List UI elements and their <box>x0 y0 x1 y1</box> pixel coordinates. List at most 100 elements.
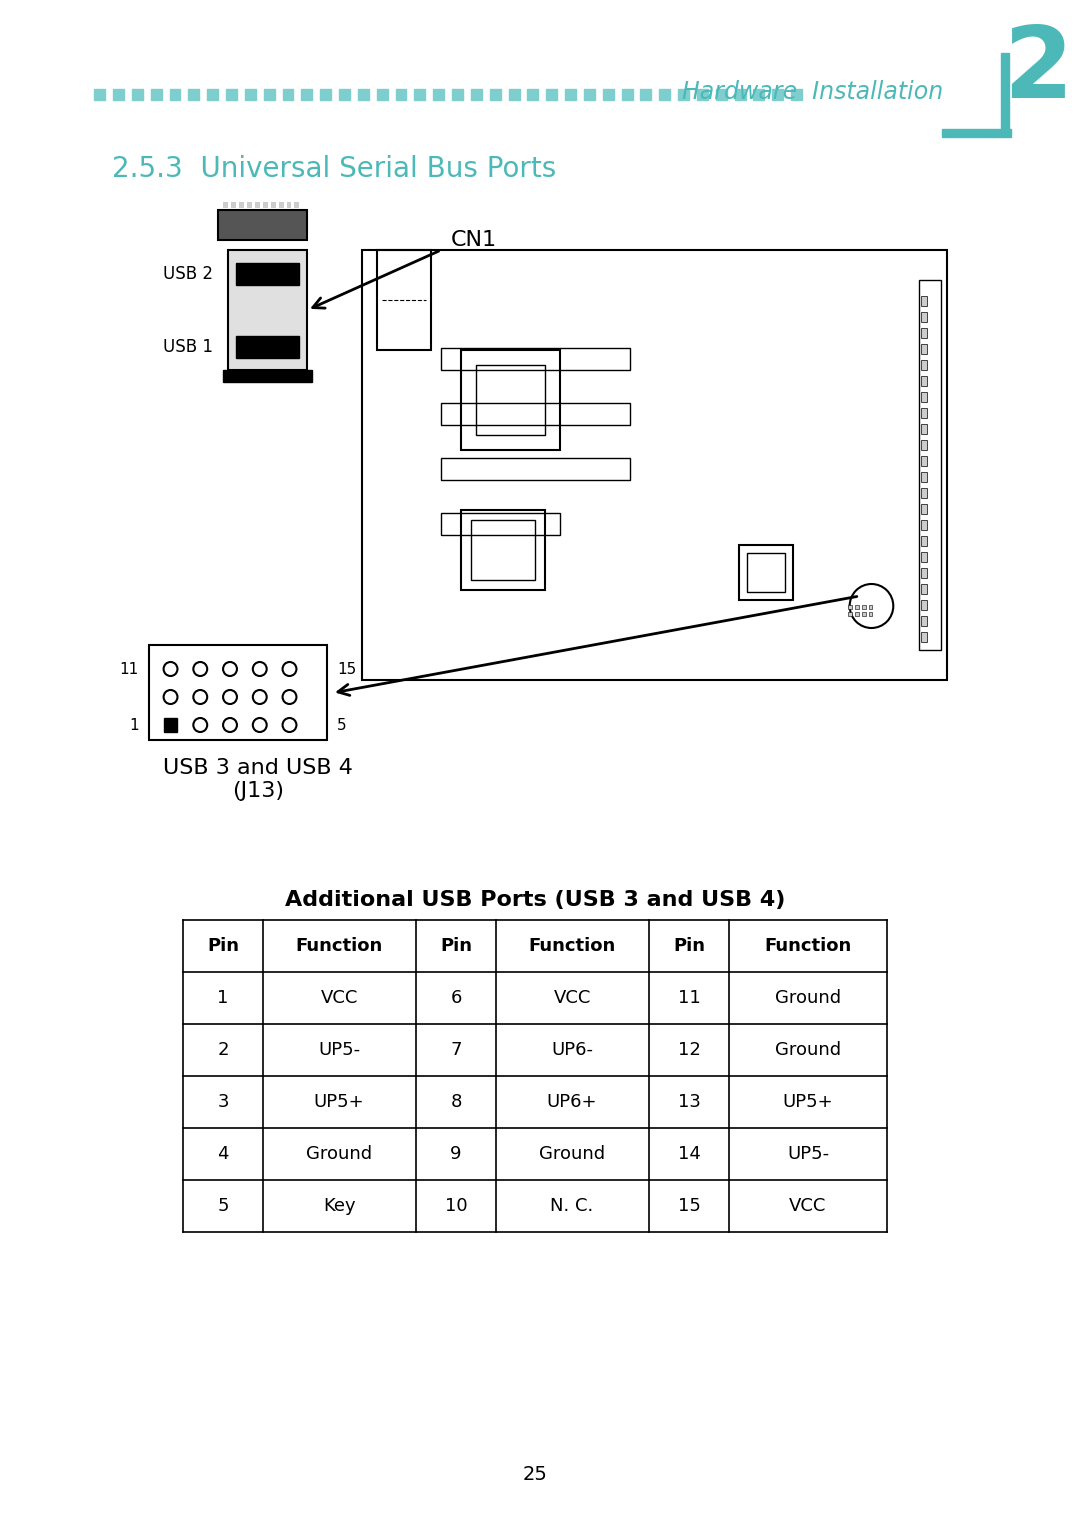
Bar <box>362 251 947 680</box>
Bar <box>854 612 859 616</box>
Bar <box>283 89 294 99</box>
Bar <box>868 612 873 616</box>
Bar <box>509 89 519 99</box>
Bar <box>461 350 561 450</box>
Text: 15: 15 <box>337 662 356 676</box>
Bar <box>262 202 268 208</box>
Bar <box>286 202 292 208</box>
Text: UP5-: UP5- <box>787 1145 829 1164</box>
Bar <box>113 89 124 99</box>
Bar <box>255 202 260 208</box>
Bar <box>235 263 299 284</box>
Bar <box>697 89 707 99</box>
Text: VCC: VCC <box>321 989 357 1008</box>
Bar <box>170 89 180 99</box>
Bar <box>921 312 927 323</box>
Bar <box>357 89 368 99</box>
Bar <box>377 251 431 350</box>
Bar <box>862 612 865 616</box>
Bar <box>921 584 927 593</box>
Bar <box>151 89 162 99</box>
Bar <box>476 365 545 434</box>
Text: CN1: CN1 <box>451 229 497 251</box>
Text: 2.5.3  Universal Serial Bus Ports: 2.5.3 Universal Serial Bus Ports <box>112 154 556 183</box>
Text: 11: 11 <box>120 662 139 676</box>
Bar <box>442 514 561 535</box>
Bar <box>739 544 793 599</box>
Bar <box>453 89 463 99</box>
Text: Hardware  Installation: Hardware Installation <box>683 80 944 104</box>
Text: 25: 25 <box>523 1465 548 1483</box>
Text: Function: Function <box>765 937 852 956</box>
Text: 12: 12 <box>677 1041 701 1060</box>
Bar <box>919 280 941 650</box>
Bar <box>921 440 927 450</box>
Bar <box>921 472 927 482</box>
Bar <box>584 89 595 99</box>
Bar <box>471 89 482 99</box>
Text: UP5+: UP5+ <box>314 1093 364 1112</box>
Bar <box>921 456 927 466</box>
Bar <box>245 89 256 99</box>
Bar <box>921 297 927 306</box>
Bar <box>565 89 576 99</box>
Bar <box>228 251 308 370</box>
Text: USB 3 and USB 4
(J13): USB 3 and USB 4 (J13) <box>163 758 353 801</box>
Text: Ground: Ground <box>306 1145 373 1164</box>
Bar <box>224 370 312 382</box>
Bar <box>942 128 1011 138</box>
Text: 2: 2 <box>1003 21 1072 119</box>
Bar <box>226 89 237 99</box>
Bar <box>415 89 426 99</box>
Text: Ground: Ground <box>539 1145 605 1164</box>
Text: 4: 4 <box>217 1145 229 1164</box>
Bar <box>921 537 927 546</box>
Bar <box>489 89 501 99</box>
Bar <box>132 89 143 99</box>
Text: UP5+: UP5+ <box>783 1093 834 1112</box>
Text: 8: 8 <box>450 1093 462 1112</box>
Bar <box>471 520 536 579</box>
Bar <box>264 89 274 99</box>
Bar <box>921 344 927 355</box>
Bar <box>207 89 218 99</box>
Text: VCC: VCC <box>553 989 591 1008</box>
Bar <box>792 89 802 99</box>
Bar <box>433 89 444 99</box>
Bar <box>921 408 927 417</box>
Bar <box>271 202 275 208</box>
Bar <box>1001 54 1010 133</box>
Bar <box>622 89 633 99</box>
Bar <box>772 89 783 99</box>
Bar <box>746 553 785 592</box>
Text: 14: 14 <box>677 1145 701 1164</box>
Bar <box>442 459 630 480</box>
Bar <box>546 89 557 99</box>
Bar <box>921 616 927 625</box>
Bar <box>921 567 927 578</box>
Bar <box>239 202 244 208</box>
Text: USB 2: USB 2 <box>163 265 213 283</box>
Bar <box>868 605 873 609</box>
Text: VCC: VCC <box>789 1197 826 1216</box>
Bar <box>640 89 651 99</box>
Text: Pin: Pin <box>207 937 239 956</box>
Text: 10: 10 <box>445 1197 468 1216</box>
Bar <box>754 89 765 99</box>
Bar <box>716 89 727 99</box>
Bar <box>218 209 308 240</box>
Bar <box>921 599 927 610</box>
Text: 1: 1 <box>130 717 139 732</box>
Text: Pin: Pin <box>440 937 472 956</box>
Bar <box>734 89 745 99</box>
Bar <box>678 89 689 99</box>
Bar <box>321 89 332 99</box>
Text: Ground: Ground <box>775 1041 841 1060</box>
Bar <box>231 202 235 208</box>
Bar <box>921 329 927 338</box>
Text: Function: Function <box>296 937 382 956</box>
Bar <box>603 89 613 99</box>
Bar <box>527 89 538 99</box>
Bar <box>921 376 927 385</box>
Bar <box>188 89 200 99</box>
